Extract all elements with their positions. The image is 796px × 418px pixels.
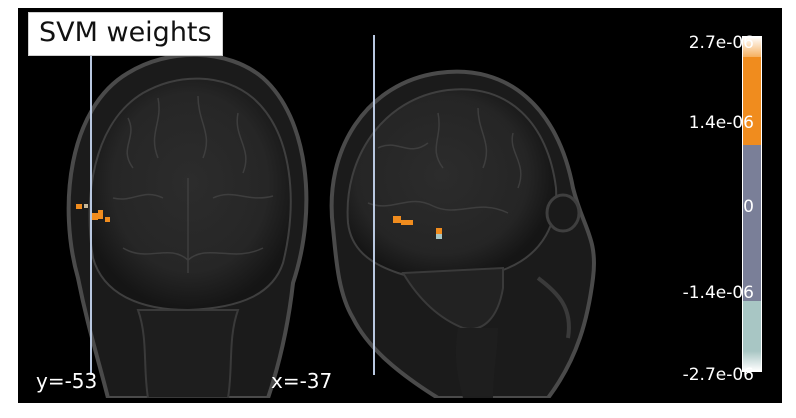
brain-tissue — [88, 77, 292, 312]
coronal-cut-line — [90, 35, 92, 375]
sagittal-slice — [329, 69, 596, 398]
colorbar-positive-segment — [743, 57, 761, 145]
colorbar-tick-low: -1.4e-06 — [682, 283, 754, 303]
colorbar-top-segment — [743, 37, 761, 57]
sagittal-cut-line — [373, 35, 375, 375]
colorbar-neutral-segment — [743, 145, 761, 301]
colorbar-tick-high: 1.4e-06 — [688, 113, 754, 133]
colorbar-tick-max: 2.7e-06 — [688, 33, 754, 53]
colorbar-negative-segment — [743, 301, 761, 351]
coronal-coord-label: y=-53 — [36, 369, 98, 393]
colorbar-bottom-segment — [743, 351, 761, 371]
sagittal-coord-label: x=-37 — [271, 369, 333, 393]
colorbar — [742, 36, 762, 372]
coronal-slice — [66, 52, 309, 398]
brain-slice-figure: SVM weights y=-53 x=-37 2.7e-06 1.4e-06 … — [18, 8, 782, 403]
colorbar-tick-min: -2.7e-06 — [682, 365, 754, 385]
figure-title: SVM weights — [28, 12, 223, 56]
colorbar-tick-zero: 0 — [743, 197, 754, 217]
